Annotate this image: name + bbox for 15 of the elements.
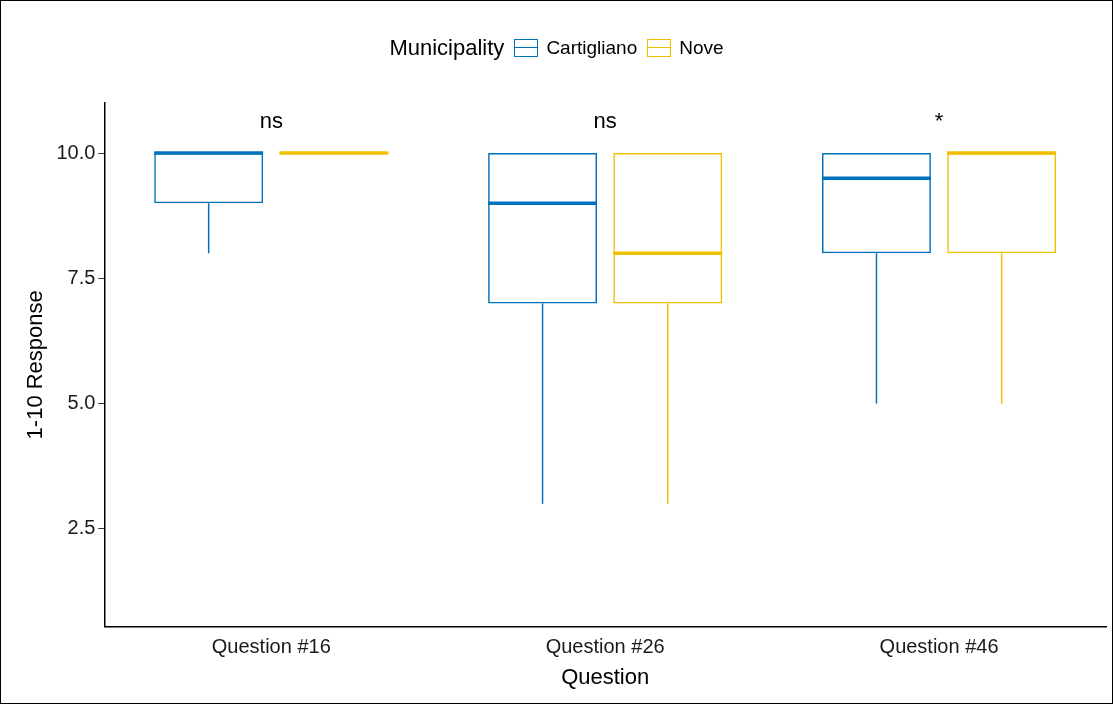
y-tick-label: 7.5 [67, 265, 96, 288]
annotation: * [934, 108, 944, 134]
legend-label: Cartigliano [546, 37, 638, 59]
annotation: ns [593, 108, 617, 134]
legend-title: Municipality [389, 35, 505, 61]
x-tick-label: Question #16 [211, 635, 331, 658]
y-axis-title: 1-10 Response [22, 290, 48, 440]
legend-label: Nove [679, 37, 724, 59]
annotation: ns [259, 108, 283, 134]
x-tick-label: Question #46 [879, 635, 999, 658]
y-tick-label: 5.0 [67, 391, 96, 414]
y-tick-label: 10.0 [56, 140, 96, 163]
y-tick-label: 2.5 [67, 516, 96, 539]
x-tick-label: Question #26 [545, 635, 665, 658]
x-axis-title: Question [561, 663, 650, 689]
